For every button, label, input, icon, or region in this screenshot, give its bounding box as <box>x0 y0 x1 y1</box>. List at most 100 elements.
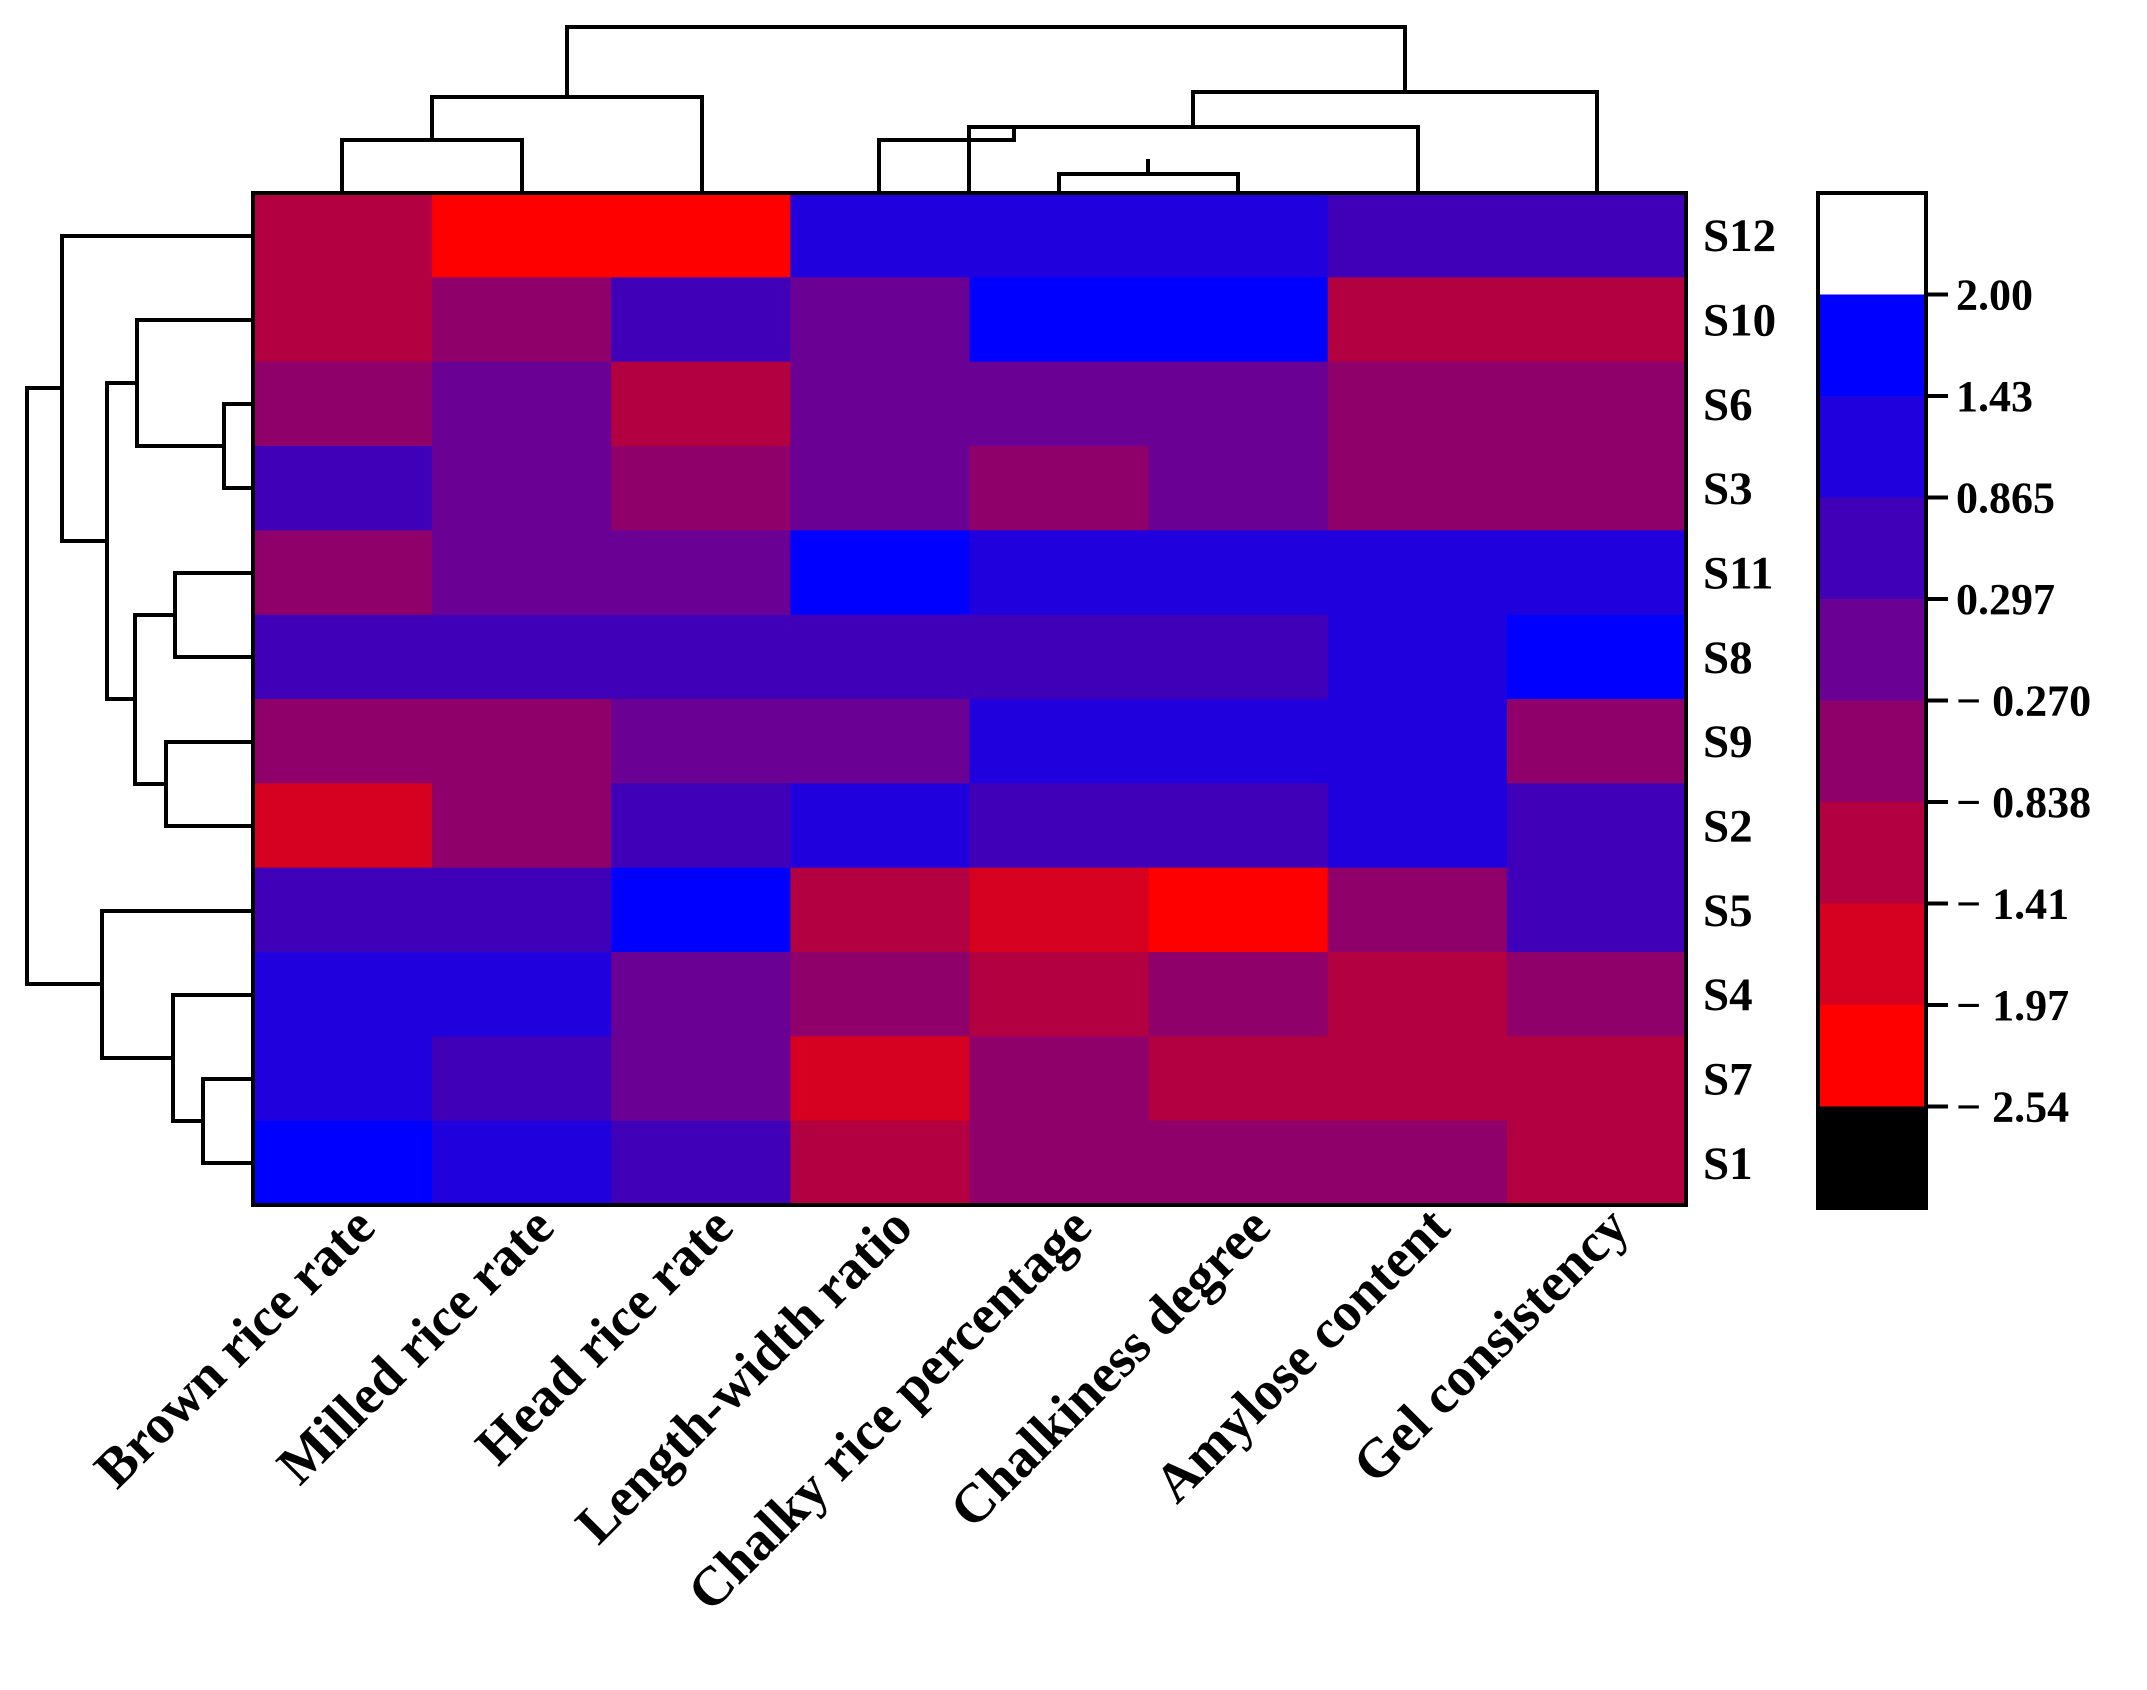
row-dendro-link <box>100 909 253 1060</box>
row-dendro-link <box>222 402 253 490</box>
heatmap-cell <box>253 614 433 700</box>
heatmap-cells <box>253 193 1687 1206</box>
heatmap-cell <box>253 530 433 616</box>
heatmap-cell <box>432 277 612 363</box>
heatmap-cell <box>1506 277 1687 363</box>
column-dendrogram <box>340 25 1599 193</box>
row-dendro-link <box>173 571 253 659</box>
colorbar-band <box>1818 903 1926 1006</box>
heatmap-cell <box>611 1036 791 1122</box>
heatmap-cell <box>1327 867 1508 953</box>
heatmap-cell <box>611 193 791 278</box>
row-label: S4 <box>1703 969 1753 1021</box>
heatmap-cell <box>1327 193 1508 278</box>
heatmap-cell <box>790 699 971 784</box>
heatmap-cell <box>969 867 1150 953</box>
heatmap-cell <box>253 361 433 447</box>
heatmap-cell <box>969 699 1150 784</box>
heatmap-cell <box>1148 952 1329 1037</box>
row-dendro-link <box>105 381 137 701</box>
heatmap-cell <box>611 361 791 447</box>
heatmap-cell <box>969 1036 1150 1122</box>
heatmap-cell <box>1148 867 1329 953</box>
heatmap-cell <box>790 277 971 363</box>
heatmap-cell <box>790 530 971 616</box>
row-label: S12 <box>1703 210 1776 262</box>
colorbar-band <box>1818 294 1926 397</box>
heatmap-cell <box>790 361 971 447</box>
heatmap-cell <box>1327 277 1508 363</box>
row-label: S11 <box>1703 548 1774 600</box>
row-dendro-link <box>164 740 253 828</box>
heatmap-cell <box>253 952 433 1037</box>
heatmap-cell <box>1148 1120 1329 1206</box>
colorbar-band <box>1818 802 1926 905</box>
colorbar-band <box>1818 396 1926 499</box>
heatmap-cell <box>1327 361 1508 447</box>
heatmap-cell <box>1148 277 1329 363</box>
heatmap-cell <box>432 867 612 953</box>
heatmap-cell <box>1148 699 1329 784</box>
heatmap-cell <box>253 699 433 784</box>
col-dendro-link <box>877 127 1016 193</box>
heatmap-cell <box>969 446 1150 531</box>
row-label: S3 <box>1703 463 1753 515</box>
heatmap-cell <box>432 614 612 700</box>
heatmap-cell <box>969 614 1150 700</box>
row-label: S7 <box>1703 1054 1753 1106</box>
heatmap-cell <box>1327 614 1508 700</box>
heatmap-cell <box>1506 530 1687 616</box>
heatmap-cell <box>1148 361 1329 447</box>
col-dendro-link <box>565 25 1407 97</box>
heatmap-cell <box>253 783 433 869</box>
row-dendro-link <box>135 318 253 448</box>
heatmap-cell <box>611 446 791 531</box>
heatmap-cell <box>253 1120 433 1206</box>
heatmap-cell <box>1506 1120 1687 1206</box>
row-label: S8 <box>1703 632 1753 684</box>
heatmap-cell <box>432 699 612 784</box>
heatmap-cell <box>790 952 971 1037</box>
heatmap-cell <box>1506 699 1687 784</box>
colorbar-tick-label: − 0.838 <box>1956 778 2091 827</box>
row-dendro-link <box>201 1077 253 1165</box>
colorbar-tick-label: − 2.54 <box>1956 1083 2069 1132</box>
heatmap-cell <box>432 361 612 447</box>
heatmap-cell <box>253 193 433 278</box>
col-dendro-link <box>430 95 704 193</box>
heatmap-cell <box>432 1036 612 1122</box>
heatmap-cell <box>1327 783 1508 869</box>
heatmap-cell <box>969 783 1150 869</box>
heatmap-cell <box>1327 952 1508 1037</box>
heatmap-cell <box>969 193 1150 278</box>
heatmap-cell <box>790 867 971 953</box>
heatmap-cell <box>611 699 791 784</box>
column-label: Length-width ratio <box>564 1195 924 1555</box>
heatmap-cell <box>611 1120 791 1206</box>
row-label: S1 <box>1703 1138 1753 1190</box>
heatmap-cell <box>790 1120 971 1206</box>
heatmap-cell <box>969 277 1150 363</box>
row-label: S6 <box>1703 379 1753 431</box>
heatmap-cell <box>1506 193 1687 278</box>
heatmap-cell <box>611 614 791 700</box>
heatmap-cell <box>1148 193 1329 278</box>
col-dendro-link <box>340 138 524 193</box>
row-labels: S12 S10 S6 S3 S11 S8 S9 S2 S5 S4 S7 S1 <box>1703 210 1776 1190</box>
row-label: S5 <box>1703 885 1753 937</box>
heatmap-cell <box>790 1036 971 1122</box>
heatmap-cell <box>1506 614 1687 700</box>
heatmap-cell <box>611 277 791 363</box>
heatmap-cell <box>611 952 791 1037</box>
colorbar-band <box>1818 700 1926 803</box>
heatmap-cell <box>1506 361 1687 447</box>
heatmap-cell <box>790 783 971 869</box>
colorbar-tick-label: − 1.41 <box>1956 880 2069 929</box>
heatmap-cell <box>790 446 971 531</box>
heatmap-cell <box>1506 952 1687 1037</box>
colorbar-tick-label: − 1.97 <box>1956 981 2069 1030</box>
col-dendro-link <box>1191 90 1599 193</box>
heatmap-cell <box>969 952 1150 1037</box>
heatmap-cell <box>611 867 791 953</box>
